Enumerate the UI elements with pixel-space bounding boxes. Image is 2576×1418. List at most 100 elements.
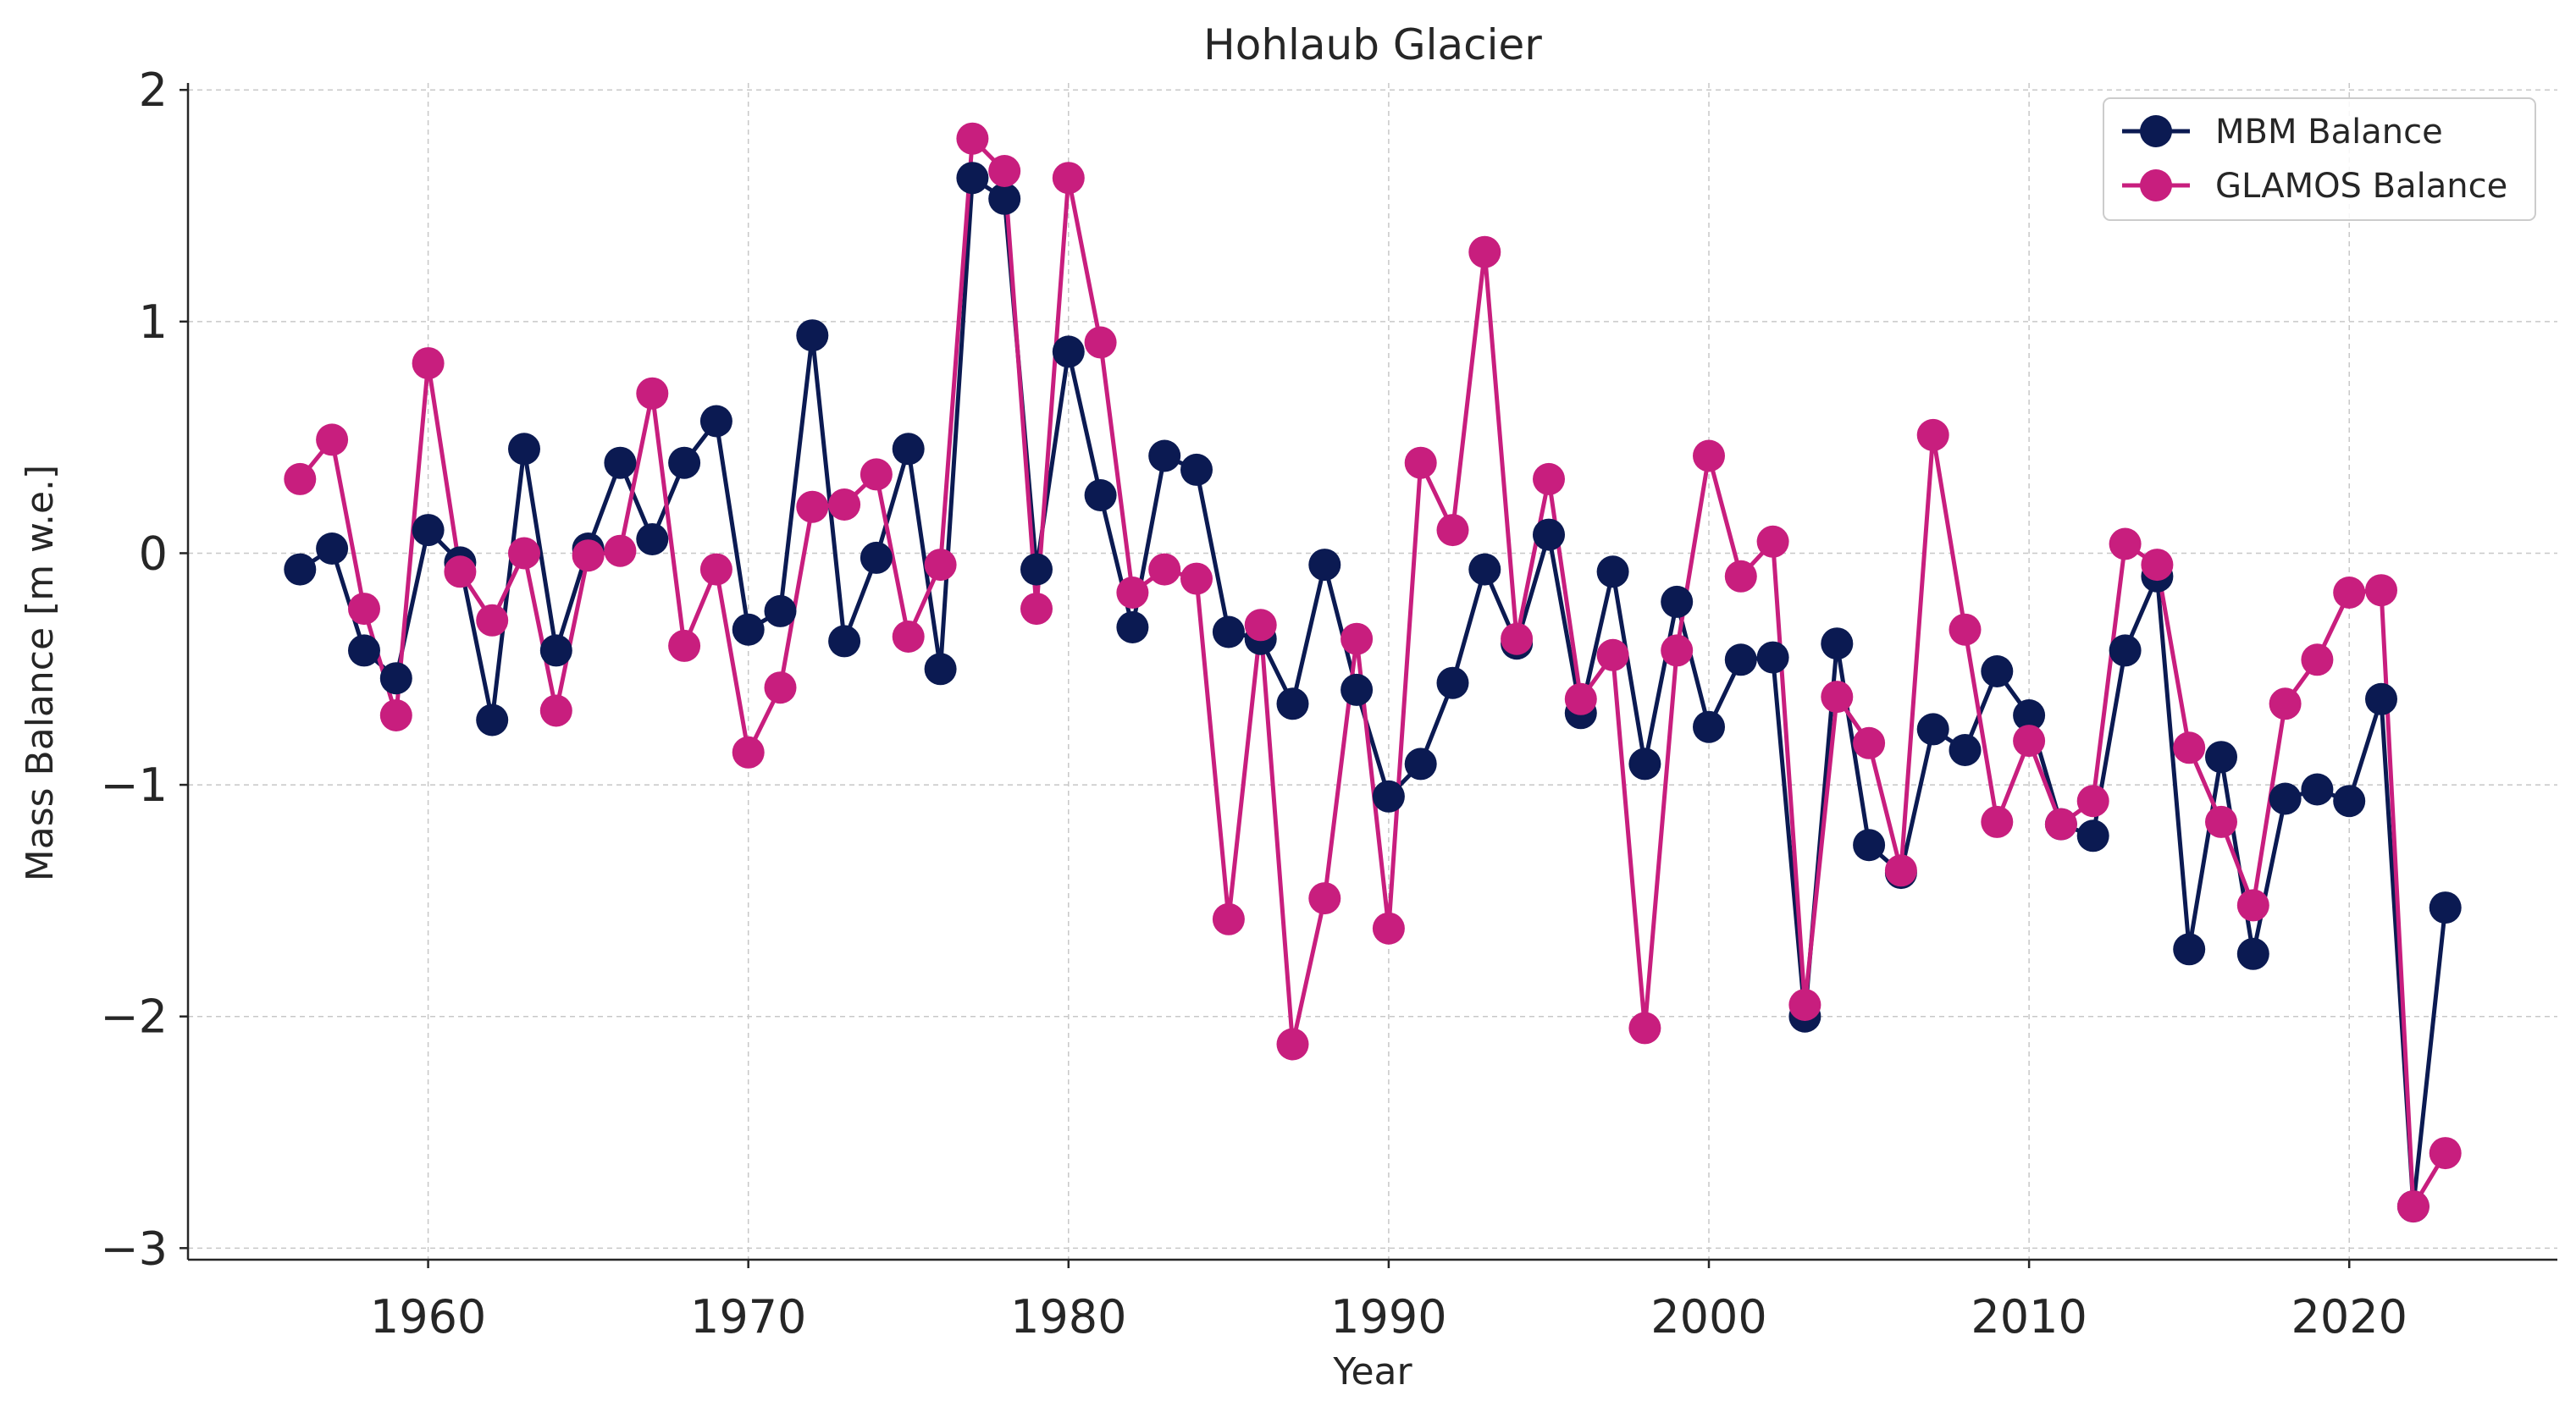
- glamos-balance-point: [1693, 439, 1725, 472]
- glamos-balance-point: [699, 553, 732, 586]
- mbm-balance-point: [988, 182, 1021, 215]
- mbm-balance-point: [508, 433, 540, 466]
- glamos-balance-point: [1468, 235, 1501, 268]
- mbm-balance-point: [2301, 773, 2334, 806]
- mbm-balance-point: [828, 625, 861, 658]
- mbm-balance-point: [1853, 829, 1886, 862]
- glamos-balance-point: [508, 537, 540, 570]
- glamos-balance-point: [1052, 162, 1085, 195]
- legend-entry-mbm: MBM Balance: [2122, 113, 2443, 152]
- glamos-balance-point: [1916, 418, 1949, 451]
- glamos-balance-point: [1084, 326, 1117, 359]
- glamos-balance-point: [604, 534, 637, 567]
- mbm-balance-point: [2173, 933, 2206, 966]
- x-tick-label: 1960: [370, 1290, 486, 1344]
- x-tick-label: 1970: [690, 1290, 806, 1344]
- glamos-balance-point: [316, 423, 349, 456]
- glamos-balance-point: [1436, 514, 1469, 547]
- legend-label-mbm: MBM Balance: [2215, 113, 2443, 152]
- mbm-balance-point: [1212, 615, 1245, 648]
- glamos-balance-point: [1276, 1028, 1309, 1061]
- mbm-balance-point: [668, 446, 701, 479]
- glamos-balance-point: [2141, 549, 2174, 582]
- mbm-balance-point: [1756, 641, 1789, 674]
- legend-marker-glamos: [2140, 169, 2172, 201]
- mbm-balance-point: [764, 594, 797, 627]
- x-axis-label: Year: [1332, 1350, 1412, 1393]
- mbm-balance-point: [1180, 453, 1213, 486]
- glamos-balance-point: [1724, 560, 1757, 593]
- mbm-balance-point: [636, 523, 669, 555]
- glamos-balance-point: [1788, 989, 1821, 1021]
- glamos-balance-point: [1020, 593, 1053, 626]
- glamos-balance-point: [1821, 681, 1854, 714]
- x-tick-label: 1980: [1010, 1290, 1126, 1344]
- mbm-balance-point: [1116, 611, 1149, 643]
- glamos-balance-point: [444, 555, 477, 588]
- glamos-balance-point: [2365, 574, 2397, 607]
- mbm-balance-point: [1372, 780, 1405, 813]
- mbm-balance-point: [1084, 479, 1117, 511]
- y-axis-label: Mass Balance [m w.e.]: [19, 465, 62, 881]
- mbm-balance-point: [379, 662, 412, 695]
- glamos-balance-point: [1628, 1012, 1661, 1045]
- glamos-balance-point: [892, 621, 925, 653]
- mbm-balance-point: [604, 446, 637, 479]
- axes: [186, 83, 2557, 1261]
- glamos-balance-point: [828, 488, 861, 521]
- legend-marker-mbm: [2140, 115, 2172, 147]
- glamos-balance-point: [2301, 643, 2334, 676]
- legend-box: [2103, 97, 2536, 221]
- mbm-balance-point: [1308, 549, 1341, 582]
- mbm-balance-point: [1052, 335, 1085, 368]
- mbm-balance-point: [2365, 682, 2397, 715]
- chart-title: Hohlaub Glacier: [1203, 20, 1542, 69]
- x-ticks: 1960 1970 1980 1990 2000 2010 2020: [370, 1260, 2407, 1344]
- mbm-balance-point: [2269, 782, 2302, 815]
- glamos-balance-point: [1404, 446, 1437, 479]
- mbm-balance-point: [1341, 673, 1374, 706]
- glamos-balance-point: [1244, 609, 1277, 642]
- glamos-balance-point: [796, 490, 829, 523]
- y-tick-label: 2: [139, 63, 168, 117]
- glamos-balance-point: [1884, 854, 1917, 887]
- glamos-balance-point: [988, 155, 1021, 187]
- glamos-balance-point: [2333, 577, 2366, 609]
- mbm-balance-point: [1404, 748, 1437, 781]
- mbm-balance-point: [1276, 687, 1309, 720]
- x-tick-label: 2000: [1650, 1290, 1766, 1344]
- glamos-balance-point: [1501, 622, 1534, 655]
- mbm-balance-point: [956, 162, 989, 195]
- glamos-balance-point: [2173, 731, 2206, 764]
- mbm-balance-point: [1724, 643, 1757, 676]
- mbm-balance-point: [732, 613, 765, 646]
- series-points: [284, 122, 2462, 1223]
- x-tick-label: 2010: [1971, 1290, 2087, 1344]
- mbm-balance-point: [1981, 655, 2014, 687]
- legend-entry-glamos: GLAMOS Balance: [2122, 167, 2507, 206]
- glamos-balance-point: [2236, 889, 2269, 922]
- mbm-balance-point: [1148, 439, 1181, 472]
- mbm-balance-point: [1916, 713, 1949, 746]
- glamos-balance-point: [860, 458, 893, 491]
- glamos-balance-point: [1341, 622, 1374, 655]
- mbm-balance-point: [1020, 553, 1053, 586]
- mbm-balance-line: [298, 175, 2448, 1209]
- glamos-balance-point: [732, 736, 765, 769]
- glamos-balance-point: [668, 629, 701, 662]
- glamos-balance-point: [2076, 785, 2109, 818]
- glamos-balance-line: [298, 136, 2447, 1209]
- glamos-balance-point: [2269, 687, 2302, 720]
- mbm-balance-point: [2236, 937, 2269, 970]
- mbm-balance-point: [892, 433, 925, 466]
- glamos-balance-point: [379, 699, 412, 731]
- glamos-balance-point: [1212, 902, 1245, 935]
- series-lines: [298, 136, 2448, 1209]
- glamos-balance-point: [1564, 682, 1597, 715]
- x-tick-label: 1990: [1330, 1290, 1446, 1344]
- glamos-balance-point: [2205, 805, 2237, 838]
- glamos-balance-point: [636, 377, 669, 410]
- glamos-balance-point: [1596, 638, 1629, 671]
- glamos-balance-point: [1308, 882, 1341, 915]
